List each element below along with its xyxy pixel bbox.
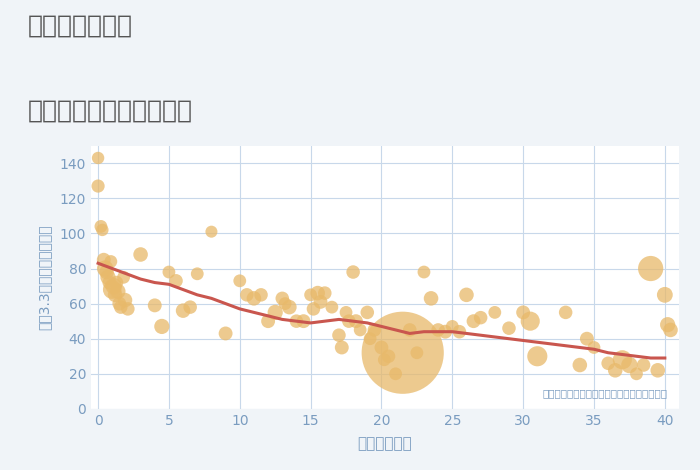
Point <box>97 226 108 234</box>
Point <box>489 309 500 316</box>
Point <box>362 309 373 316</box>
Point <box>347 268 358 276</box>
Point <box>149 302 160 309</box>
Point <box>104 279 115 286</box>
Point <box>178 307 189 314</box>
Point <box>92 182 104 190</box>
Point <box>298 317 309 325</box>
Point <box>276 295 288 302</box>
Point <box>461 291 472 298</box>
Point <box>617 356 628 363</box>
Point <box>206 228 217 235</box>
Point <box>220 329 231 337</box>
Point <box>468 317 480 325</box>
Point <box>185 303 196 311</box>
Point <box>111 279 122 286</box>
Point <box>279 300 290 307</box>
Point <box>122 305 134 313</box>
Point <box>99 265 111 272</box>
Point <box>645 265 657 272</box>
Point <box>319 290 330 297</box>
Point <box>631 370 642 377</box>
Text: 大阪府郡津駅の: 大阪府郡津駅の <box>28 14 133 38</box>
Point <box>365 335 376 343</box>
Point <box>336 344 347 351</box>
Point <box>397 349 408 357</box>
Point <box>475 314 486 321</box>
Point <box>426 295 437 302</box>
Y-axis label: 坪（3.3㎡）単価（万円）: 坪（3.3㎡）単価（万円） <box>37 225 51 330</box>
Point <box>355 326 366 334</box>
Point <box>170 277 181 284</box>
Point <box>120 297 131 304</box>
Point <box>135 251 146 258</box>
Point <box>270 309 281 316</box>
Point <box>376 344 387 351</box>
Point <box>454 328 465 336</box>
Point <box>638 361 649 369</box>
Point <box>234 277 246 284</box>
Point <box>404 326 415 334</box>
Point <box>412 349 423 357</box>
Point <box>369 326 380 334</box>
Point <box>665 326 676 334</box>
Point <box>343 317 354 325</box>
Text: 円の大きさは、取引のあった物件面積を示す: 円の大きさは、取引のあった物件面積を示す <box>542 388 667 399</box>
Point <box>106 286 118 293</box>
Point <box>524 317 536 325</box>
Point <box>589 344 600 351</box>
Point <box>241 291 253 298</box>
Point <box>333 331 344 339</box>
Point <box>447 323 458 330</box>
Point <box>603 360 614 367</box>
Point <box>312 290 323 297</box>
Point <box>610 367 621 374</box>
Point <box>118 274 130 281</box>
Point <box>574 361 585 369</box>
Point <box>256 291 267 298</box>
Point <box>112 288 123 295</box>
Point <box>262 317 274 325</box>
Point <box>419 268 430 276</box>
Point <box>105 258 116 265</box>
Text: 築年数別中古戸建て価格: 築年数別中古戸建て価格 <box>28 99 193 123</box>
Point <box>284 303 295 311</box>
Point <box>326 303 337 311</box>
Point <box>163 268 174 276</box>
Point <box>156 323 167 330</box>
Point <box>101 268 112 276</box>
Point <box>102 274 113 281</box>
Point <box>113 300 125 307</box>
Point <box>248 295 260 302</box>
X-axis label: 築年数（年）: 築年数（年） <box>358 436 412 451</box>
Point <box>305 291 316 298</box>
Point <box>192 270 203 278</box>
Point <box>581 335 592 343</box>
Point <box>659 291 671 298</box>
Point <box>383 352 394 360</box>
Point <box>308 305 319 313</box>
Point <box>108 282 119 290</box>
Point <box>290 317 302 325</box>
Point <box>340 309 351 316</box>
Point <box>433 326 444 334</box>
Point <box>560 309 571 316</box>
Point <box>92 154 104 162</box>
Point <box>440 328 451 336</box>
Point <box>390 370 401 377</box>
Point <box>517 309 528 316</box>
Point <box>98 256 109 264</box>
Point <box>624 361 635 369</box>
Point <box>379 356 390 363</box>
Point <box>315 298 326 306</box>
Point <box>95 223 106 230</box>
Point <box>652 367 664 374</box>
Point <box>116 303 127 311</box>
Point <box>503 324 514 332</box>
Point <box>662 321 673 329</box>
Point <box>532 352 543 360</box>
Point <box>109 291 120 298</box>
Point <box>351 317 362 325</box>
